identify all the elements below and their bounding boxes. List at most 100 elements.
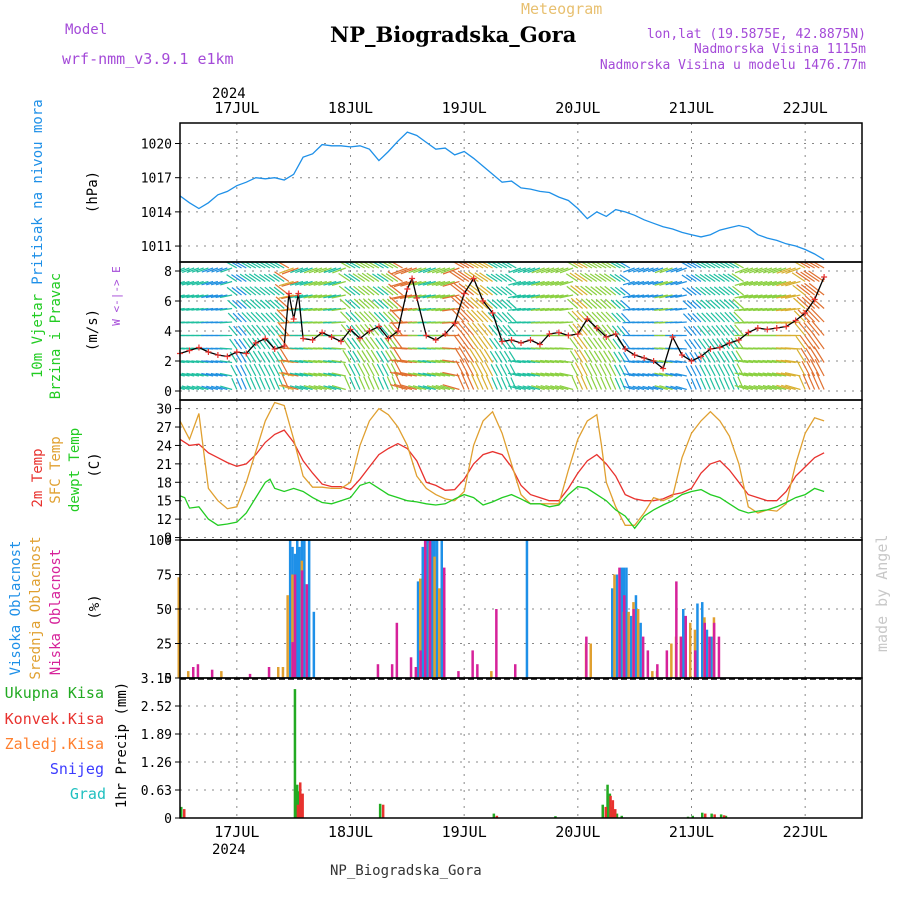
bar bbox=[416, 581, 420, 678]
wind-arrow bbox=[600, 311, 612, 323]
wind-speed-marker bbox=[480, 298, 487, 304]
wind-arrow bbox=[726, 350, 735, 363]
wind-arrow bbox=[488, 324, 498, 336]
wind-arrow bbox=[595, 286, 607, 296]
wind-arrow bbox=[506, 299, 517, 309]
wind-arrow bbox=[262, 338, 271, 350]
wind-arrow bbox=[362, 262, 375, 269]
wind-arrow bbox=[700, 286, 711, 296]
wind-arrow bbox=[467, 322, 479, 336]
wind-arrow bbox=[466, 309, 479, 323]
wind-arrow bbox=[489, 350, 498, 363]
wind-arrow bbox=[507, 360, 522, 364]
bar bbox=[293, 574, 297, 678]
bar bbox=[409, 657, 413, 678]
series-line bbox=[179, 401, 825, 526]
bar bbox=[376, 664, 380, 678]
wind-arrow bbox=[219, 360, 233, 364]
wind-arrow bbox=[258, 363, 266, 377]
wind-arrow bbox=[805, 347, 816, 363]
wind-arrow bbox=[684, 339, 692, 350]
wind-arrow bbox=[180, 267, 185, 271]
wind-arrow bbox=[331, 280, 346, 286]
wind-speed-marker bbox=[295, 290, 302, 297]
wind-arrow bbox=[462, 333, 475, 350]
wind-arrow bbox=[566, 285, 579, 296]
wind-arrow bbox=[687, 312, 697, 323]
wind-arrow bbox=[269, 299, 280, 309]
y-tick-label: 15 bbox=[156, 495, 172, 510]
wind-arrow bbox=[613, 351, 621, 363]
wind-arrow bbox=[318, 294, 332, 299]
wind-arrow bbox=[278, 280, 294, 287]
wind-arrow bbox=[739, 384, 754, 391]
wind-arrow bbox=[358, 376, 366, 390]
wind-arrow bbox=[389, 359, 408, 364]
wind-speed-marker bbox=[716, 344, 723, 351]
wind-arrow bbox=[456, 320, 470, 336]
wind-arrow bbox=[348, 273, 361, 282]
wind-speed-marker bbox=[262, 335, 269, 342]
wind-arrow bbox=[264, 286, 276, 296]
wind-arrow bbox=[211, 267, 223, 273]
wind-arrow bbox=[707, 338, 716, 350]
wind-arrow bbox=[267, 351, 276, 363]
wind-arrow bbox=[480, 262, 493, 269]
wind-speed-marker bbox=[271, 346, 278, 352]
pressure-ylabel: Pritisak na nivou mora bbox=[30, 99, 46, 284]
wind-arrow bbox=[734, 324, 745, 336]
wind-arrow bbox=[244, 273, 257, 282]
model-name: wrf-nmm_v3.9.1 e1km bbox=[62, 50, 234, 68]
wind-arrow bbox=[497, 311, 508, 323]
bar bbox=[180, 806, 183, 818]
wind-arrow bbox=[196, 385, 209, 391]
wind-arrow bbox=[255, 311, 266, 323]
wind-arrow bbox=[615, 312, 626, 323]
wind-arrow bbox=[522, 360, 536, 364]
wind-arrow bbox=[600, 298, 612, 309]
wind-arrow bbox=[469, 360, 479, 377]
wind-arrow bbox=[527, 372, 541, 377]
wind-arrow bbox=[743, 372, 758, 377]
wind-arrow bbox=[682, 313, 692, 323]
bar bbox=[634, 595, 638, 678]
wind-arrow bbox=[730, 337, 740, 350]
wind-arrow bbox=[413, 267, 427, 274]
wind-arrow bbox=[201, 280, 214, 286]
wind-arrow bbox=[601, 324, 612, 336]
bar bbox=[623, 595, 626, 678]
wind-arrow bbox=[675, 373, 687, 377]
wind-arrow bbox=[348, 363, 356, 377]
wind-arrow bbox=[210, 307, 223, 311]
wind-arrow bbox=[796, 348, 806, 363]
wind-arrow bbox=[361, 350, 370, 363]
bar bbox=[618, 567, 621, 678]
wind-arrow bbox=[739, 267, 754, 274]
wind-arrow bbox=[811, 372, 820, 390]
wind-arrow bbox=[622, 307, 635, 311]
wind-arrow bbox=[708, 273, 721, 282]
wind-speed-marker bbox=[555, 329, 562, 336]
bar bbox=[691, 815, 694, 818]
wind-speed-marker bbox=[404, 286, 411, 292]
wind-arrow bbox=[584, 362, 593, 377]
wind-arrow bbox=[327, 294, 342, 299]
wind-arrow bbox=[695, 378, 702, 390]
wind-arrow bbox=[569, 272, 583, 282]
wind-arrow bbox=[385, 363, 394, 377]
bar bbox=[299, 782, 302, 818]
wind-arrow bbox=[303, 307, 318, 312]
wind-arrow bbox=[332, 267, 346, 274]
wind-arrow bbox=[807, 373, 816, 390]
wind-arrow bbox=[422, 385, 436, 391]
wind-arrow bbox=[554, 280, 569, 286]
wind-arrow bbox=[331, 347, 346, 350]
wind-arrow bbox=[544, 307, 559, 312]
wind-arrow bbox=[620, 299, 631, 309]
wind-arrow bbox=[219, 347, 233, 350]
wind-arrow bbox=[784, 372, 801, 377]
wind-arrow bbox=[522, 385, 536, 391]
wind-speed-marker bbox=[285, 290, 292, 297]
wind-arrow bbox=[313, 267, 328, 274]
wind-arrow bbox=[642, 294, 654, 298]
